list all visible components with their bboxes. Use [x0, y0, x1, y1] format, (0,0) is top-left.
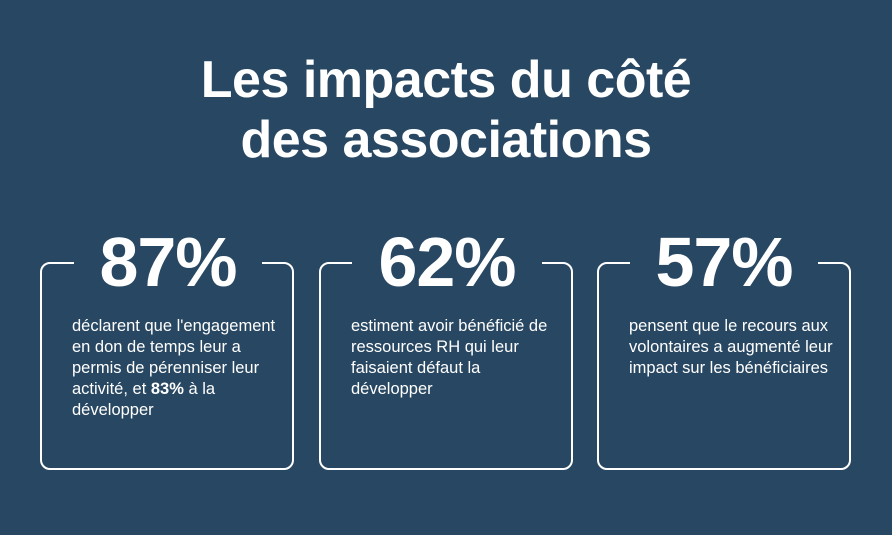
- title-line-2: des associations: [240, 111, 652, 169]
- stat-description-engagement: déclarent que l'engagement en don de tem…: [72, 316, 282, 421]
- description-text: à la développer: [72, 380, 216, 419]
- description-text: déclarent que l'engagement en don de tem…: [72, 317, 276, 398]
- highlight-percentage: 83%: [150, 380, 184, 398]
- page-title: Les impacts du côté des associations: [0, 50, 892, 170]
- stat-value-rh: 62%: [352, 222, 542, 302]
- stat-description-impact: pensent que le recours aux volontaires a…: [629, 317, 833, 377]
- title-line-1: Les impacts du côté: [200, 51, 692, 109]
- stat-value-engagement: 87%: [74, 222, 262, 302]
- stat-value-impact: 57%: [630, 222, 818, 302]
- stat-description-rh: estiment avoir bénéficié de ressources R…: [351, 317, 548, 398]
